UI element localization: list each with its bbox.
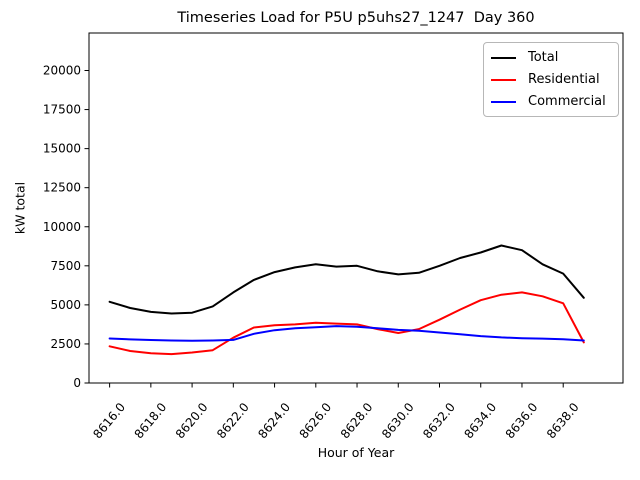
series-line-residential: [108, 291, 585, 356]
y-tick-label: 2500: [50, 337, 81, 351]
x-tick-label: 8630.0: [379, 400, 417, 441]
x-tick-label: 8616.0: [90, 400, 128, 441]
legend-item-total: Total: [491, 49, 618, 66]
legend-line-sample-residential: [491, 78, 516, 81]
axes-frame: [88, 32, 624, 384]
legend-label-total: Total: [528, 50, 559, 65]
y-tick-label: 12500: [43, 181, 81, 195]
legend-label-residential: Residential: [528, 72, 600, 87]
series-line-total: [108, 244, 585, 315]
legend: Total Residential Commercial: [483, 42, 619, 117]
legend-label-commercial: Commercial: [528, 94, 606, 109]
y-tick-label: 20000: [43, 64, 81, 78]
x-tick-label: 8620.0: [173, 400, 211, 441]
y-tick-label: 7500: [50, 259, 81, 273]
y-tick-label: 15000: [43, 142, 81, 156]
y-tick-label: 5000: [50, 298, 81, 312]
legend-item-residential: Residential: [491, 71, 618, 88]
series-line-commercial: [108, 325, 585, 342]
x-axis-label: Hour of Year: [317, 445, 395, 460]
x-tick-label: 8626.0: [297, 400, 335, 441]
x-tick-label: 8622.0: [214, 400, 252, 441]
x-tick-label: 8618.0: [132, 400, 170, 441]
y-tick-label: 17500: [43, 103, 81, 117]
chart-title: Timeseries Load for P5U p5uhs27_1247 Day…: [177, 10, 535, 26]
x-tick-label: 8638.0: [544, 400, 582, 441]
x-tick-label: 8634.0: [461, 400, 499, 441]
y-tick-label: 10000: [43, 220, 81, 234]
x-tick-label: 8636.0: [503, 400, 541, 441]
y-tick-label: 0: [73, 376, 81, 390]
x-tick-label: 8628.0: [338, 400, 376, 441]
legend-item-commercial: Commercial: [491, 93, 618, 110]
legend-line-sample-total: [491, 56, 516, 59]
legend-line-sample-commercial: [491, 100, 516, 103]
x-tick-label: 8632.0: [420, 400, 458, 441]
x-tick-label: 8624.0: [255, 400, 293, 441]
